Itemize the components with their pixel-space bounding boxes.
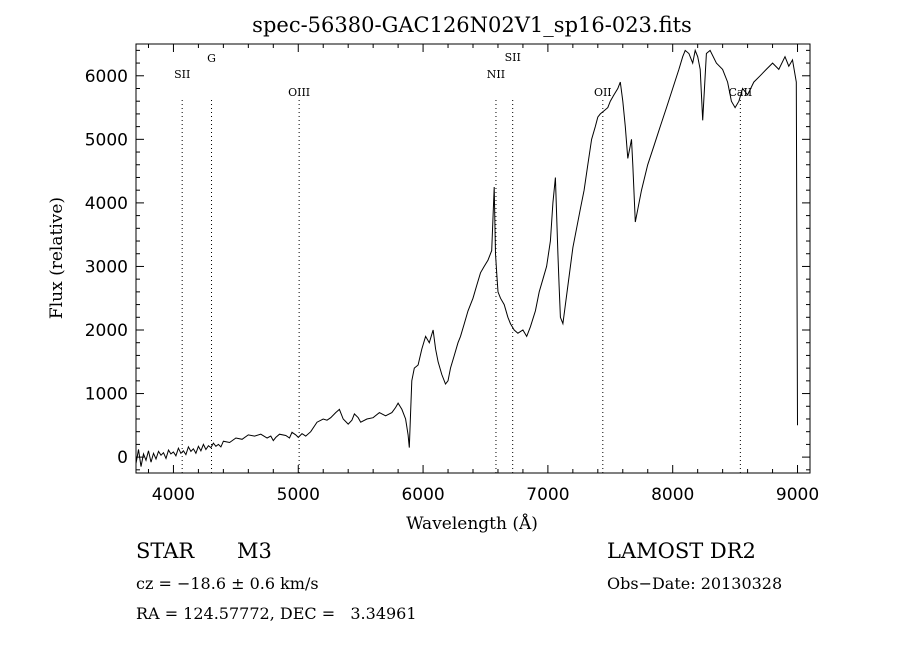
subclass-label: M3 bbox=[237, 539, 272, 563]
y-tick-label: 4000 bbox=[85, 194, 128, 214]
redshift-text: cz = −18.6 ± 0.6 km/s bbox=[136, 574, 319, 593]
y-tick-label: 6000 bbox=[85, 67, 128, 87]
obs-date-text: Obs−Date: 20130328 bbox=[607, 574, 783, 593]
y-axis-label: Flux (relative) bbox=[47, 197, 67, 319]
axis-ticks: 4000 5000 6000 7000 8000 9000 0 1000 2000 3000 400… bbox=[85, 44, 819, 505]
x-tick-label: 4000 bbox=[152, 485, 195, 505]
x-tick-label: 9000 bbox=[776, 485, 819, 505]
class-label: STAR bbox=[136, 539, 195, 563]
x-tick-label: 7000 bbox=[526, 485, 569, 505]
coordinates-text: RA = 124.57772, DEC = 3.34961 bbox=[136, 604, 417, 623]
line-marker-label: OII bbox=[594, 86, 612, 99]
line-marker-label: NII bbox=[487, 68, 505, 81]
line-marker-label: CaII bbox=[729, 86, 753, 99]
y-tick-label: 0 bbox=[117, 448, 128, 468]
plot-frame bbox=[135, 43, 811, 474]
y-tick-label: 2000 bbox=[85, 321, 128, 341]
x-tick-label: 5000 bbox=[277, 485, 320, 505]
line-marker-label: OIII bbox=[288, 86, 310, 99]
x-tick-label: 8000 bbox=[651, 485, 694, 505]
y-tick-label: 1000 bbox=[85, 385, 128, 405]
line-marker-label: G bbox=[207, 52, 216, 65]
x-axis-label: Wavelength (Å) bbox=[406, 513, 538, 534]
y-tick-label: 3000 bbox=[85, 257, 128, 277]
line-marker-label: SII bbox=[174, 68, 190, 81]
y-tick-label: 5000 bbox=[85, 130, 128, 150]
chart-title: spec-56380-GAC126N02V1_sp16-023.fits bbox=[252, 13, 692, 37]
survey-label: LAMOST DR2 bbox=[607, 539, 756, 563]
flux-series-line bbox=[135, 48, 798, 467]
line-marker-label: SII bbox=[505, 51, 521, 64]
x-tick-label: 6000 bbox=[401, 485, 444, 505]
